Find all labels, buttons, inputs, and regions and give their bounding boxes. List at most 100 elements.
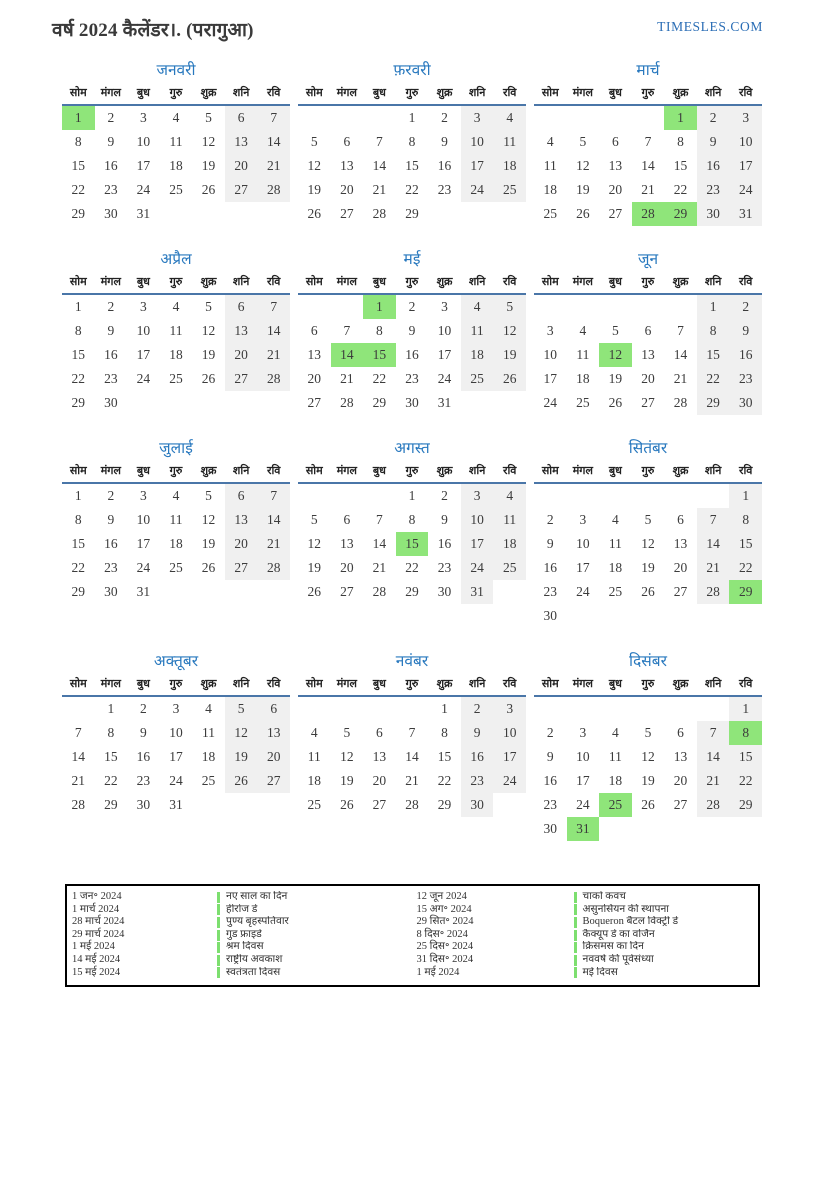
date-cell: 20 [340,182,354,197]
date-cell: 15 [71,347,86,362]
date-cell: 3 [460,105,494,130]
date-cell: 22 [104,773,118,788]
date-cell: 14 [372,158,387,173]
legend-holiday-label: क्रिसमस का दिन [582,941,644,953]
month-table: सोम मंगल बुध गुरु शुक्र शनि रवि 1 2 3 4 5 6 7 8 9 10 11 12… [62,272,290,415]
date-cell: 16 [696,154,730,178]
date-cell: 18 [201,749,216,764]
month-table: सोम मंगल बुध गुरु शुक्र शनि रवि 1 2 3 4 5 6 7 8 9 10 11 12… [62,674,290,817]
month-title: अगस्त [394,440,430,457]
date-cell: 31 [437,395,452,410]
empty-cell [697,604,730,628]
legend-holiday-name: नए साल का दिन [217,891,414,904]
date-cell: 23 [543,584,558,599]
legend-date: 29 मार्च 2024 [72,928,125,940]
empty-cell [697,696,730,721]
date-cell: 29 [696,391,730,415]
date-cell: 13 [340,158,354,173]
date-cell: 27 [608,206,623,221]
day-of-week-header: रवि [493,272,526,295]
brand-link[interactable]: TIMESLES.COM [657,19,763,34]
date-cell: 16 [460,745,494,769]
date-cell: 5 [310,134,318,149]
date-cell: 17 [543,371,558,386]
date-cell: 2 [408,299,416,314]
date-cell: 13 [372,749,387,764]
holiday-marker-icon [573,904,577,916]
date-cell: 7 [343,323,351,338]
day-of-week-header: शुक्र [192,461,225,484]
date-cell: 26 [201,371,216,386]
day-of-week-header: रवि [729,83,762,106]
date-cell: 10 [493,721,526,745]
date-cell: 28 [631,202,665,226]
date-cell: 19 [224,745,258,769]
date-cell: 4 [493,105,526,130]
date-cell: 30 [104,206,118,221]
date-cell: 19 [608,371,623,386]
date-cell: 29 [405,206,419,221]
calendar-year-grid: जनवरी सोम मंगल बुध गुरु शुक्र शनि रवि 1 2 3 4 5 6 7 8 9 1… [62,58,762,841]
empty-cell [697,483,730,508]
empty-cell [225,793,258,817]
date-cell: 18 [576,371,590,386]
date-cell: 2 [546,512,554,527]
date-cell: 17 [136,347,151,362]
date-cell: 18 [493,532,526,556]
date-cell: 19 [201,536,216,551]
date-cell: 5 [644,512,652,527]
holiday-legend: 1 जन॰ 2024 नए साल का दिन 1 मार्च 2024 हीरोज… [65,884,760,988]
page-header: वर्ष 2024 कैलेंडर।. (परागुआ) TIMESLES.CO… [52,16,763,42]
day-of-week-header: बुध [599,674,632,697]
month-title: जनवरी [156,62,196,79]
date-cell: 3 [729,105,762,130]
holiday-marker-icon [573,967,577,979]
date-cell: 14 [696,745,730,769]
date-cell: 12 [576,158,590,173]
date-cell: 21 [696,556,730,580]
legend-holiday-label: नए साल का दिन [226,891,288,902]
day-of-week-header: शुक्र [664,83,697,106]
empty-cell [257,793,290,817]
day-of-week-header: रवि [493,83,526,106]
day-of-week-header: बुध [363,83,396,106]
date-cell: 30 [437,584,452,599]
legend-holiday-name: राष्ट्रीय अवकाश [217,954,414,967]
date-cell: 12 [201,323,216,338]
legend-holiday-label: असुनसियन की स्थापना [582,903,670,915]
date-cell: 21 [696,769,730,793]
date-cell: 25 [543,206,558,221]
date-cell: 27 [224,367,258,391]
date-cell: 9 [460,721,494,745]
date-cell: 9 [107,512,115,527]
month-table: सोम मंगल बुध गुरु शुक्र शनि रवि 1 2 3 4 5 6 7 8 9 10 11 12… [62,461,290,604]
month-title: सितंबर [628,440,668,457]
date-cell: 11 [169,134,183,149]
date-cell: 23 [729,367,762,391]
date-cell: 18 [543,182,558,197]
date-cell: 5 [205,110,212,125]
empty-cell [225,391,258,415]
month-title: मार्च [636,62,660,79]
date-cell: 11 [460,319,494,343]
date-cell: 20 [641,371,655,386]
day-of-week-header: शनि [696,461,730,484]
date-cell: 8 [107,725,115,740]
date-cell: 1 [729,696,762,721]
date-cell: 6 [224,294,258,319]
date-cell: 22 [71,182,86,197]
date-cell: 2 [729,294,762,319]
date-cell: 17 [729,154,762,178]
date-cell: 27 [257,769,290,793]
legend-date: 1 जन॰ 2024 [72,891,122,902]
legend-group-2: 12 जून 2024 चाको कवच 15 अग॰ 2024 असुनसियन क… [414,891,759,979]
legend-holiday-name: क्रिसमस का दिन [573,941,759,954]
date-cell: 28 [257,367,290,391]
date-cell: 23 [460,769,494,793]
date-cell: 29 [71,584,86,599]
date-cell: 15 [71,158,86,173]
day-of-week-header: शनि [224,674,258,697]
date-cell: 27 [340,206,354,221]
date-cell: 21 [641,182,655,197]
date-cell: 28 [340,395,354,410]
